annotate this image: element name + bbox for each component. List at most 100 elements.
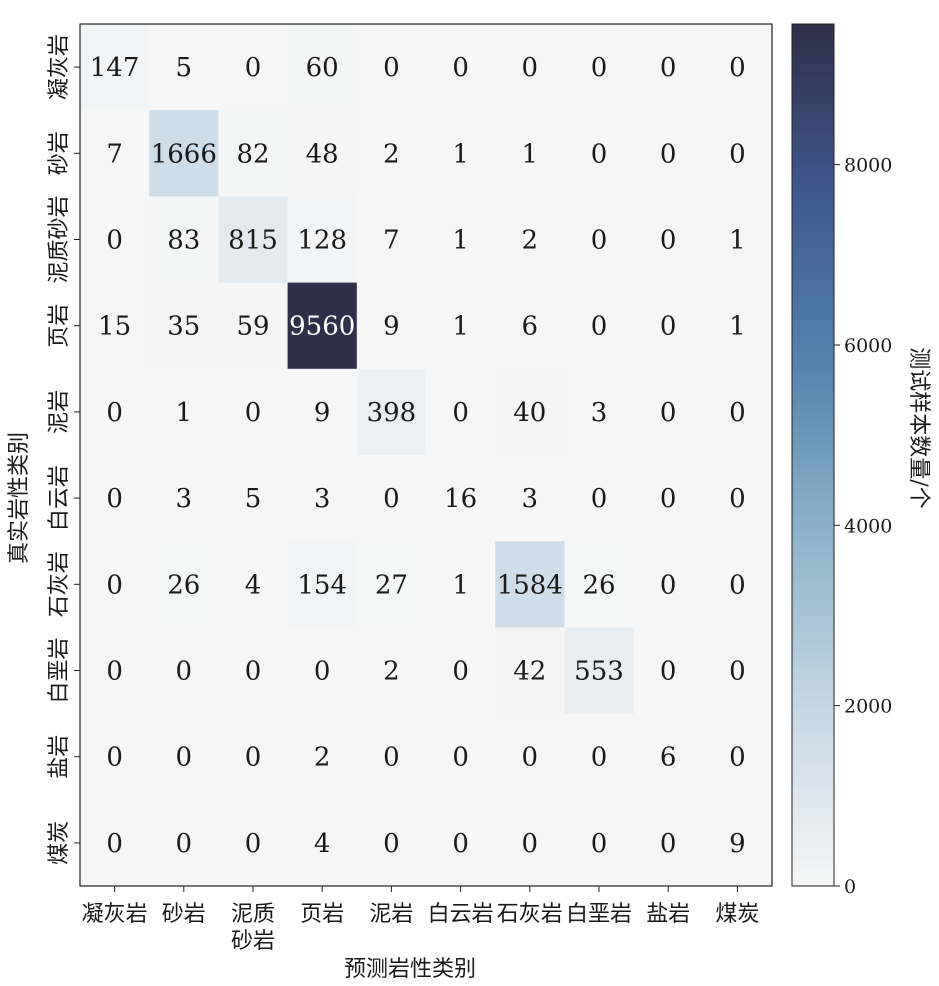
cell-value-label: 60	[306, 53, 339, 83]
cell-value-label: 0	[591, 743, 608, 773]
cell-value-label: 0	[660, 312, 677, 342]
cell-value-label: 128	[297, 226, 347, 256]
cell-value-label: 2	[522, 226, 539, 256]
x-axis-title: 预测岩性类别	[344, 957, 476, 982]
heatmap-cell	[218, 627, 289, 715]
heatmap-cell	[80, 713, 150, 801]
heatmap-cell	[426, 713, 496, 801]
cell-value-label: 0	[660, 657, 677, 687]
heatmap-cell	[633, 713, 704, 801]
cell-value-label: 0	[591, 53, 608, 83]
colorbar-tick-label: 4000	[844, 515, 892, 537]
cell-value-label: 0	[245, 743, 262, 773]
cell-value-label: 815	[228, 226, 278, 256]
heatmap-cell	[287, 541, 358, 628]
cell-value-label: 0	[452, 743, 469, 773]
x-tick-label: 盐岩	[646, 902, 690, 927]
cell-value-label: 2	[383, 657, 400, 687]
heatmap-cell	[356, 799, 427, 887]
heatmap-cell	[218, 282, 289, 370]
cell-value-label: 48	[306, 139, 339, 169]
y-tick-label: 泥岩	[47, 390, 72, 434]
heatmap-cell	[564, 713, 635, 801]
heatmap-cell	[80, 541, 150, 628]
heatmap-cell	[495, 713, 565, 801]
heatmap-cell	[149, 713, 219, 801]
colorbar-tick-label: 8000	[844, 155, 892, 177]
cell-value-label: 1584	[497, 570, 563, 600]
cell-value-label: 0	[452, 829, 469, 859]
cell-value-label: 7	[106, 139, 123, 169]
cell-value-label: 2	[314, 743, 331, 773]
cell-value-label: 0	[106, 829, 123, 859]
cell-value-label: 35	[167, 312, 200, 342]
heatmap-cell	[218, 541, 289, 628]
heatmap-cell	[633, 455, 704, 542]
heatmap-cell	[356, 627, 427, 715]
cell-value-label: 154	[297, 570, 347, 600]
heatmap-cell	[356, 110, 427, 197]
heatmap-cell	[287, 282, 358, 370]
heatmap-cell	[80, 282, 150, 370]
heatmap-cell	[149, 541, 219, 628]
heatmap-cell	[287, 627, 358, 715]
heatmap-cell	[287, 24, 358, 111]
plot-frame	[79, 23, 773, 887]
heatmap-cell	[495, 799, 565, 887]
cell-value-label: 0	[383, 829, 400, 859]
heatmap-cell	[356, 196, 427, 284]
colorbar-tick-label: 2000	[844, 696, 892, 718]
heatmap-cell	[426, 282, 496, 370]
cell-value-label: 0	[522, 829, 539, 859]
heatmap-cell	[356, 455, 427, 542]
cell-value-label: 7	[383, 226, 400, 256]
cell-value-label: 0	[314, 657, 331, 687]
heatmap-cell	[702, 455, 773, 542]
cell-value-label: 0	[729, 53, 746, 83]
heatmap-cell	[633, 368, 704, 456]
heatmap-cell	[149, 455, 219, 542]
cell-value-label: 0	[660, 829, 677, 859]
cell-value-label: 26	[167, 570, 200, 600]
y-tick-label: 白垩岩	[47, 637, 72, 703]
cell-value-label: 3	[176, 484, 193, 514]
heatmap-cell	[702, 24, 773, 111]
heatmap-cell	[149, 627, 219, 715]
heatmap-cell	[564, 541, 635, 628]
cell-value-label: 4	[245, 570, 262, 600]
heatmap-cell	[80, 24, 150, 111]
heatmap-cell	[356, 713, 427, 801]
heatmap-cell	[426, 110, 496, 197]
cell-value-label: 16	[444, 484, 477, 514]
heatmap-cell	[426, 799, 496, 887]
cell-value-label: 0	[660, 139, 677, 169]
cell-value-label: 0	[591, 484, 608, 514]
y-tick-label: 煤炭	[47, 821, 72, 865]
cell-value-label: 1	[522, 139, 539, 169]
heatmap-cell	[287, 713, 358, 801]
heatmap-cell	[564, 110, 635, 197]
heatmap-cell	[702, 196, 773, 284]
cell-value-label: 0	[591, 226, 608, 256]
cell-value-label: 59	[236, 312, 269, 342]
cell-value-label: 147	[90, 53, 140, 83]
cell-value-label: 1	[729, 226, 746, 256]
heatmap-cell	[149, 110, 219, 197]
cell-value-label: 9	[314, 398, 331, 428]
heatmap-cell	[356, 24, 427, 111]
x-tick-label: 泥质	[231, 902, 275, 927]
heatmap-cell	[702, 799, 773, 887]
colorbar-ticks: 0 2000 4000 6000 8000	[834, 155, 892, 898]
heatmap-cell	[149, 196, 219, 284]
heatmap-cell	[218, 110, 289, 197]
y-tick-label: 白云岩	[47, 465, 72, 531]
heatmap-cell	[218, 196, 289, 284]
cell-value-label: 83	[167, 226, 200, 256]
heatmap-cell	[287, 799, 358, 887]
x-tick-label: 石灰岩	[497, 902, 563, 927]
heatmap-cell	[495, 110, 565, 197]
heatmap-cell	[426, 24, 496, 111]
heatmap-cell	[702, 282, 773, 370]
cell-value-label: 40	[513, 398, 546, 428]
